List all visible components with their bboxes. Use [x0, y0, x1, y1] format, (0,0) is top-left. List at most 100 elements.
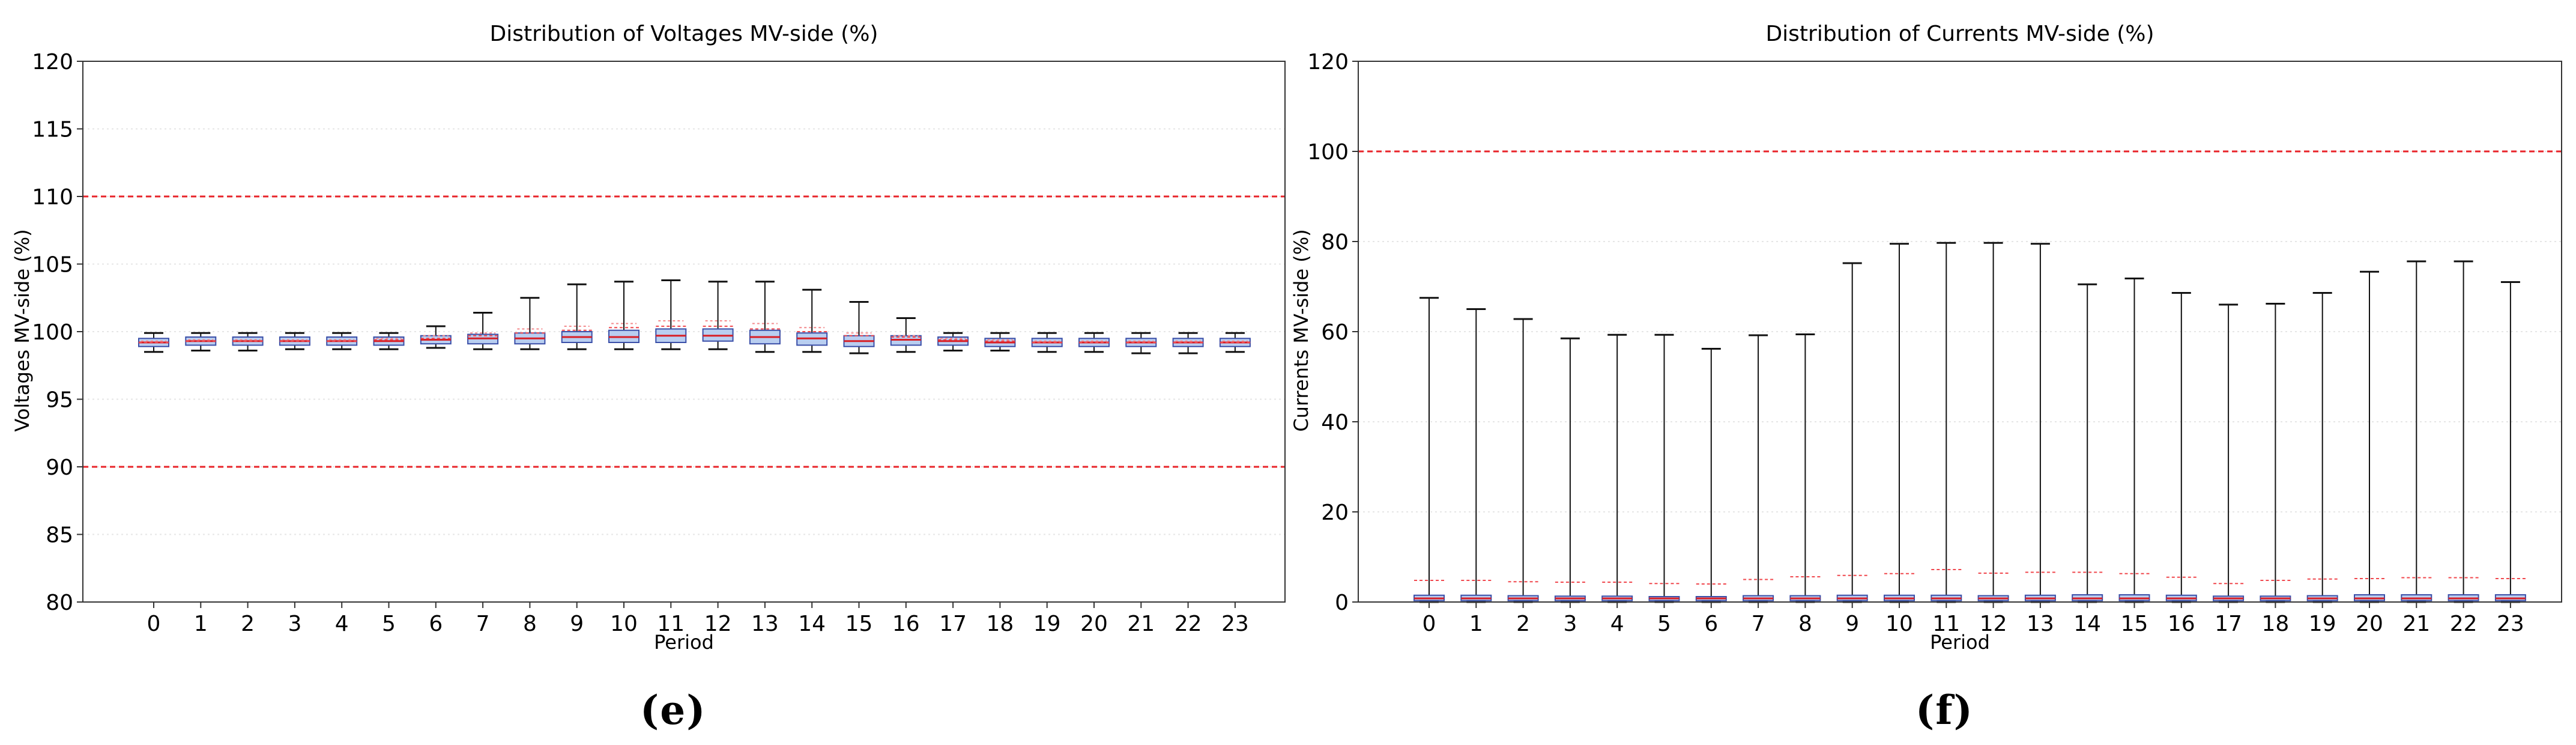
- box-period-4: [1601, 333, 1633, 603]
- reference-lines: [83, 195, 1285, 468]
- x-tick-label: 22: [2450, 612, 2478, 636]
- box-period-21: [2401, 260, 2432, 603]
- box-period-18: [2260, 303, 2291, 603]
- panel-label: e: [660, 687, 685, 734]
- x-tick-label: 16: [2168, 612, 2195, 636]
- x-tick-label: 1: [194, 612, 208, 636]
- y-tick-label: 60: [1321, 320, 1349, 345]
- box-period-1: [185, 332, 217, 351]
- box-period-2: [1507, 318, 1539, 603]
- box-period-9: [1836, 262, 1868, 603]
- box-period-20: [1078, 332, 1110, 353]
- box-series: [138, 279, 1251, 354]
- x-tick-label: 17: [2215, 612, 2242, 636]
- y-tick-label: 80: [46, 591, 73, 615]
- y-ticks: 80 85 90 95 100 105 110 115 120: [32, 50, 83, 615]
- y-axis-label: Voltages MV-side (%): [11, 229, 34, 431]
- x-tick-label: 0: [147, 612, 161, 636]
- box-period-8: [514, 297, 546, 350]
- x-tick-label: 2: [241, 612, 255, 636]
- box-period-5: [1648, 333, 1680, 603]
- x-tick-label: 3: [288, 612, 301, 636]
- box-period-20: [2354, 270, 2385, 603]
- x-tick-label: 4: [1610, 612, 1624, 636]
- box-period-9: [561, 283, 593, 350]
- x-tick-label: 18: [2261, 612, 2289, 636]
- box-period-7: [1743, 334, 1774, 603]
- x-tick-label: 19: [1033, 612, 1061, 636]
- y-tick-label: 80: [1321, 230, 1349, 255]
- box-period-19: [1031, 332, 1063, 353]
- voltages-chart: Distribution of Voltages MV-side (%) 808…: [11, 22, 1286, 734]
- box-period-13: [2024, 243, 2056, 603]
- box-period-10: [608, 281, 639, 350]
- x-tick-label: 0: [1423, 612, 1436, 636]
- panel-label-open: (: [1915, 687, 1934, 734]
- box-period-8: [1789, 333, 1821, 603]
- y-tick-label: 0: [1335, 591, 1349, 615]
- x-tick-label: 13: [751, 612, 779, 636]
- box-period-5: [373, 332, 405, 350]
- x-axis-label: Period: [654, 631, 714, 654]
- x-tick-label: 11: [657, 612, 685, 636]
- y-tick-label: 20: [1321, 500, 1349, 525]
- x-ticks: 0 1 2 3 4 5 6 7 8 9 10 11 12 13 14 15 16 17 18 19 20 21 22 23: [1423, 602, 2524, 636]
- y-tick-label: 40: [1321, 410, 1349, 435]
- y-axis-label: Currents MV-side (%): [1290, 229, 1313, 431]
- panel-label-close: ): [1954, 687, 1973, 734]
- x-tick-label: 5: [382, 612, 396, 636]
- x-tick-label: 23: [1221, 612, 1249, 636]
- y-tick-label: 100: [1307, 140, 1349, 165]
- box-period-22: [2448, 260, 2479, 603]
- y-tick-label: 120: [32, 50, 73, 74]
- x-axis-label: Period: [1930, 631, 1990, 654]
- y-tick-label: 110: [32, 185, 73, 210]
- x-tick-label: 18: [986, 612, 1014, 636]
- x-tick-label: 3: [1563, 612, 1577, 636]
- x-tick-label: 12: [704, 612, 732, 636]
- x-tick-label: 6: [1704, 612, 1718, 636]
- box-period-2: [232, 332, 264, 351]
- y-tick-label: 105: [32, 253, 73, 278]
- chart-title: Distribution of Voltages MV-side (%): [490, 22, 878, 46]
- box-period-21: [1125, 332, 1157, 354]
- y-tick-label: 120: [1307, 50, 1349, 74]
- box-period-6: [1695, 348, 1727, 603]
- x-tick-label: 20: [2356, 612, 2383, 636]
- x-tick-label: 2: [1516, 612, 1530, 636]
- box-period-10: [1884, 243, 1915, 603]
- box-period-3: [1554, 337, 1586, 603]
- box-period-15: [843, 301, 875, 354]
- box-period-22: [1172, 332, 1204, 354]
- y-tick-label: 100: [32, 320, 73, 345]
- panel-label-open: (: [640, 687, 659, 734]
- box-period-1: [1460, 308, 1492, 603]
- chart-title: Distribution of Currents MV-side (%): [1765, 22, 2154, 46]
- x-tick-label: 4: [335, 612, 349, 636]
- panel-label: f: [1935, 687, 1955, 734]
- box-period-16: [2165, 292, 2197, 603]
- box-period-0: [1413, 297, 1445, 603]
- x-tick-label: 12: [1980, 612, 2007, 636]
- x-tick-label: 14: [798, 612, 826, 636]
- x-tick-label: 15: [2121, 612, 2148, 636]
- x-tick-label: 13: [2027, 612, 2054, 636]
- x-tick-label: 8: [1798, 612, 1812, 636]
- y-tick-label: 90: [46, 455, 73, 480]
- x-tick-label: 14: [2073, 612, 2101, 636]
- box-series: [1413, 242, 2526, 603]
- box-period-13: [749, 281, 781, 353]
- x-tick-label: 7: [1752, 612, 1765, 636]
- panel-label-close: ): [686, 687, 705, 734]
- x-tick-label: 10: [610, 612, 638, 636]
- x-tick-label: 22: [1175, 612, 1202, 636]
- x-tick-label: 23: [2497, 612, 2524, 636]
- x-tick-label: 20: [1080, 612, 1108, 636]
- x-tick-label: 9: [570, 612, 584, 636]
- box-period-11: [1930, 242, 1962, 603]
- box-period-14: [796, 288, 828, 353]
- box-period-12: [702, 281, 734, 350]
- box-period-23: [2494, 281, 2526, 603]
- y-tick-label: 95: [46, 388, 73, 413]
